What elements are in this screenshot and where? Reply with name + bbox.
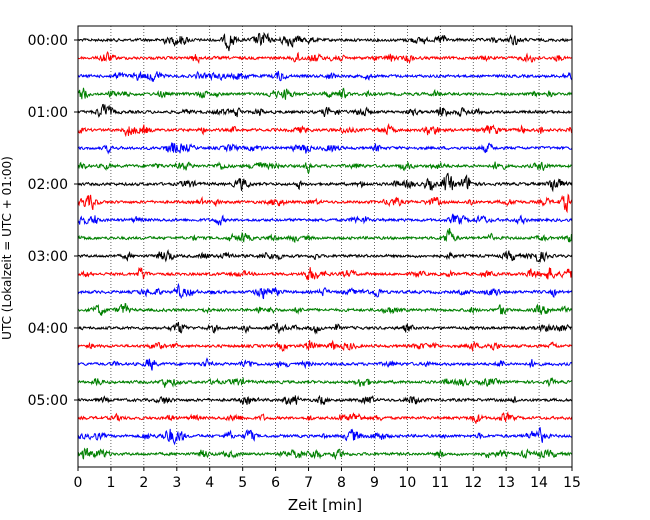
x-tick-label: 14	[530, 475, 548, 491]
seismogram-traces	[77, 31, 573, 461]
x-tick-label: 1	[106, 475, 115, 491]
x-tick-label: 13	[497, 475, 515, 491]
trace-row-0330	[77, 282, 573, 300]
plot-frame	[77, 25, 573, 468]
x-tick-label: 2	[139, 475, 148, 491]
trace-row-0545	[77, 447, 573, 461]
x-tick-label: 9	[370, 475, 379, 491]
trace-row-0015	[77, 50, 573, 65]
x-tick-label: 8	[337, 475, 346, 491]
trace-row-0215	[77, 193, 573, 214]
y-tick-label: 01:00	[28, 105, 68, 121]
x-axis-ticks: 0 1 2 3 4 5 6 7 8 9 10 11 12 13 14 15	[74, 467, 581, 491]
trace-row-0500	[77, 394, 573, 406]
trace-row-0115	[77, 123, 573, 138]
trace-row-0315	[77, 266, 573, 281]
x-tick-label: 0	[74, 475, 83, 491]
trace-row-0245	[77, 228, 573, 243]
trace-row-0045	[77, 87, 573, 100]
x-tick-label: 5	[238, 475, 247, 491]
x-tick-label: 6	[271, 475, 280, 491]
trace-row-0145	[77, 160, 573, 175]
y-axis-ticks: 00:00 01:00 02:00 03:00 04:00 05:00	[28, 33, 78, 409]
y-tick-label: 04:00	[28, 321, 68, 337]
y-tick-label: 03:00	[28, 249, 68, 265]
x-tick-label: 12	[464, 475, 482, 491]
trace-row-0530	[77, 426, 573, 446]
trace-row-0515	[77, 411, 573, 424]
trace-row-0415	[77, 339, 573, 353]
trace-row-0030	[77, 70, 573, 83]
x-axis-label: Zeit [min]	[288, 496, 362, 514]
x-tick-label: 15	[563, 475, 581, 491]
trace-row-0230	[77, 213, 573, 226]
trace-row-0130	[77, 142, 573, 155]
y-tick-label: 02:00	[28, 177, 68, 193]
x-tick-label: 7	[304, 475, 313, 491]
trace-row-0345	[77, 302, 573, 316]
trace-row-0430	[77, 357, 573, 371]
x-tick-label: 11	[431, 475, 449, 491]
trace-row-0000	[77, 31, 573, 52]
y-axis-label: UTC (Lokalzeit = UTC + 01:00)	[0, 156, 14, 340]
x-tick-label: 10	[398, 475, 416, 491]
y-tick-label: 05:00	[28, 393, 68, 409]
y-tick-label: 00:00	[28, 33, 68, 49]
trace-row-0400	[77, 321, 573, 335]
trace-row-0200	[77, 172, 573, 193]
plot-area-background	[78, 26, 572, 467]
trace-row-0445	[77, 376, 573, 388]
x-tick-label: 4	[205, 475, 214, 491]
trace-row-0100	[77, 103, 573, 118]
trace-row-0300	[77, 249, 573, 263]
x-tick-label: 3	[172, 475, 181, 491]
